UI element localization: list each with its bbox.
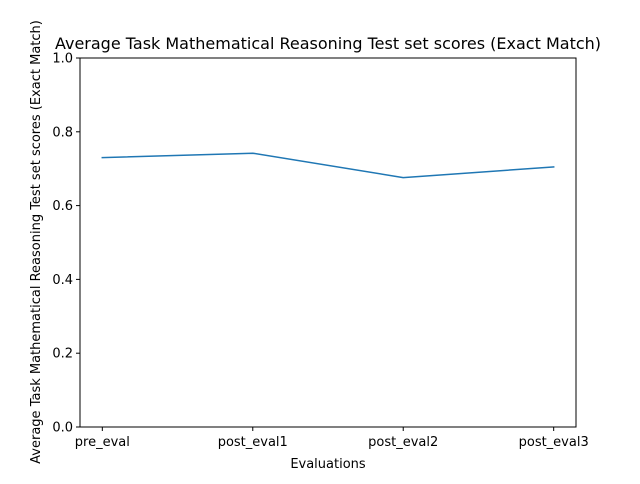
y-tick-label: 0.0	[52, 421, 73, 436]
chart-title: Average Task Mathematical Reasoning Test…	[55, 34, 601, 53]
y-tick-label: 0.8	[52, 125, 73, 140]
x-tick-label: pre_eval	[75, 435, 130, 450]
y-axis-label: Average Task Mathematical Reasoning Test…	[29, 20, 44, 464]
x-axis-label: Evaluations	[290, 457, 366, 472]
x-tick-label: post_eval3	[519, 435, 589, 450]
x-tick-label: post_eval1	[218, 435, 288, 450]
y-tick-label: 1.0	[52, 52, 73, 67]
y-tick-label: 0.4	[52, 273, 73, 288]
y-tick-label: 0.2	[52, 347, 73, 362]
x-tick-label: post_eval2	[368, 435, 438, 450]
y-tick-label: 0.6	[52, 199, 73, 214]
